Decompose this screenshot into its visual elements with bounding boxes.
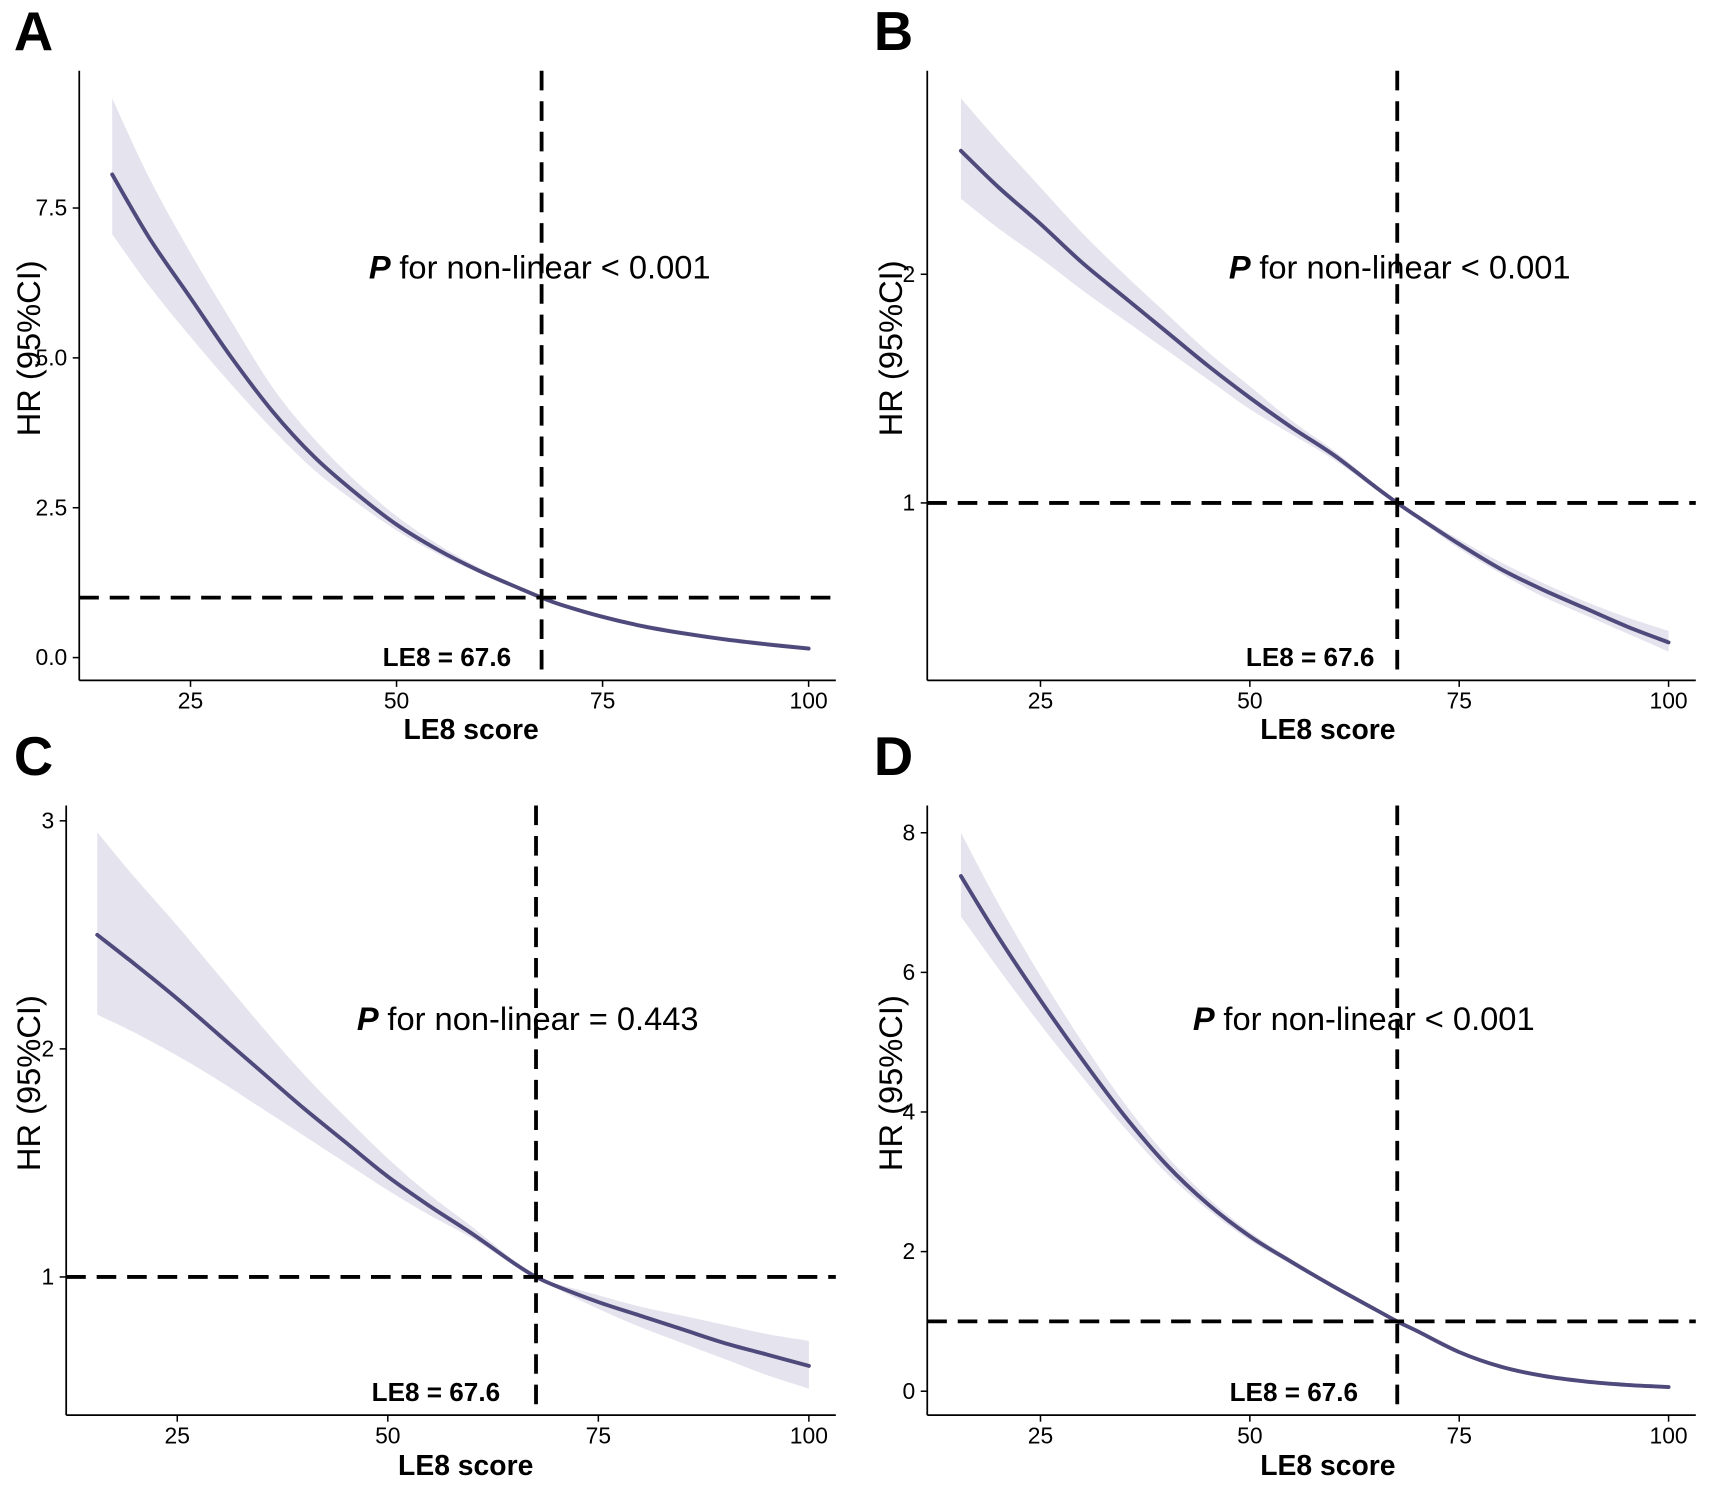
x-axis-title: LE8 score (1260, 713, 1395, 745)
y-tick-label: 2.5 (35, 494, 67, 520)
confidence-band (960, 832, 1669, 1389)
p-symbol: P (1193, 1000, 1215, 1037)
y-tick-label: 2 (41, 1036, 54, 1062)
y-axis-title: HR (95%CI) (10, 260, 47, 436)
y-tick-label: 1 (41, 1264, 54, 1290)
p-annotation-text: for non-linear < 0.001 (399, 249, 710, 286)
x-tick-label: 50 (1237, 688, 1262, 714)
p-annotation-text: for non-linear < 0.001 (1259, 249, 1570, 286)
p-symbol: P (369, 249, 391, 286)
y-tick-label: 1 (903, 490, 916, 516)
cutoff-label: LE8 = 67.6 (1246, 642, 1374, 672)
hr-curve (958, 874, 1671, 1389)
x-tick-label: 50 (375, 1422, 400, 1448)
y-axis-title: HR (95%CI) (10, 995, 47, 1171)
x-axis-title: LE8 score (404, 713, 539, 745)
x-tick-label: 25 (1028, 1422, 1053, 1448)
x-tick-label: 75 (1446, 688, 1471, 714)
panel-label: D (874, 726, 913, 787)
y-tick-label: 0.0 (35, 644, 67, 670)
y-tick-label: 2 (903, 261, 916, 287)
panel-label: C (14, 726, 53, 787)
x-tick-label: 75 (1446, 1422, 1471, 1448)
x-tick-label: 100 (1650, 1422, 1688, 1448)
x-tick-label: 25 (165, 1422, 190, 1448)
hr-curve (958, 148, 1671, 645)
y-tick-label: 7.5 (35, 195, 67, 221)
panel-label: B (874, 1, 913, 62)
x-tick-label: 75 (590, 688, 615, 714)
p-annotation-text: for non-linear = 0.443 (387, 1000, 698, 1037)
cutoff-label: LE8 = 67.6 (383, 642, 511, 672)
x-axis-title: LE8 score (1260, 1449, 1395, 1481)
x-tick-label: 50 (384, 688, 409, 714)
y-tick-label: 8 (903, 819, 916, 845)
cutoff-label: LE8 = 67.6 (1230, 1377, 1358, 1407)
y-tick-label: 0 (903, 1378, 916, 1404)
panel-label: A (14, 1, 53, 62)
x-tick-label: 50 (1237, 1422, 1262, 1448)
x-tick-label: 75 (586, 1422, 611, 1448)
hr-curve (110, 172, 811, 651)
x-tick-label: 100 (790, 688, 828, 714)
y-tick-label: 5.0 (35, 344, 67, 370)
y-tick-label: 4 (903, 1099, 916, 1125)
x-tick-label: 25 (178, 688, 203, 714)
hr-curve (95, 932, 811, 1368)
panel-a: 25 50 75 100 0.0 2.5 5.0 7.5 LE8 score HR (95%CI)… (10, 1, 836, 745)
confidence-band (960, 98, 1669, 652)
y-tick-label: 6 (903, 959, 916, 985)
confidence-band (97, 832, 809, 1389)
x-axis-title: LE8 score (398, 1449, 533, 1481)
p-symbol: P (1229, 249, 1251, 286)
y-axis-title: HR (95%CI) (872, 260, 909, 436)
p-symbol: P (357, 1000, 379, 1037)
x-tick-label: 25 (1028, 688, 1053, 714)
y-tick-label: 2 (903, 1238, 916, 1264)
x-tick-label: 100 (1650, 688, 1688, 714)
cutoff-label: LE8 = 67.6 (372, 1377, 500, 1407)
y-tick-label: 3 (41, 807, 54, 833)
p-annotation-text: for non-linear < 0.001 (1223, 1000, 1534, 1037)
confidence-band (112, 98, 809, 651)
y-axis-title: HR (95%CI) (872, 995, 909, 1171)
x-tick-label: 100 (790, 1422, 828, 1448)
